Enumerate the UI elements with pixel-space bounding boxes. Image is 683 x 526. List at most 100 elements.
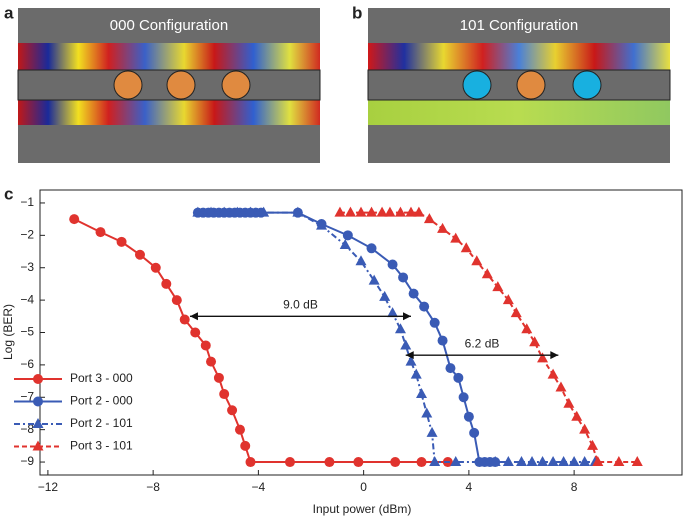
marker <box>587 439 599 450</box>
series-line <box>197 211 496 464</box>
arrow-head <box>550 351 559 360</box>
marker <box>537 352 549 363</box>
marker <box>190 327 201 338</box>
marker <box>529 336 541 347</box>
marker <box>292 206 304 217</box>
marker <box>219 389 230 400</box>
marker <box>405 206 417 217</box>
panel-title: 000 Configuration <box>110 17 228 34</box>
marker <box>387 307 399 318</box>
marker <box>469 427 480 438</box>
marker <box>489 456 501 467</box>
marker <box>537 456 549 467</box>
marker <box>613 456 625 467</box>
legend-label: Port 3 - 000 <box>70 371 133 385</box>
marker <box>150 262 161 273</box>
marker <box>366 206 378 217</box>
marker <box>231 206 243 217</box>
marker <box>579 423 591 434</box>
marker <box>423 213 435 224</box>
cavity <box>166 70 196 100</box>
panel-label: c <box>4 184 13 203</box>
arrow-head <box>189 312 198 321</box>
marker <box>568 456 580 467</box>
marker <box>416 388 428 399</box>
marker <box>205 206 217 217</box>
arrow-head <box>402 312 411 321</box>
marker <box>245 457 256 468</box>
marker <box>213 372 224 383</box>
marker <box>244 206 256 217</box>
marker <box>563 397 575 408</box>
marker <box>421 407 433 418</box>
marker <box>384 206 396 217</box>
marker <box>429 317 440 328</box>
marker <box>284 457 295 468</box>
y-axis-label: Log (BER) <box>1 304 15 360</box>
marker <box>206 356 217 367</box>
marker <box>353 457 364 468</box>
marker <box>547 368 559 379</box>
marker <box>453 372 464 383</box>
marker <box>592 456 604 467</box>
marker <box>450 232 462 243</box>
marker <box>555 381 567 392</box>
legend-marker <box>32 418 44 428</box>
y-tick-label: −8 <box>20 422 34 436</box>
marker <box>419 301 430 312</box>
panel-label: a <box>4 3 14 22</box>
marker <box>437 222 449 233</box>
marker <box>324 457 335 468</box>
marker <box>316 219 328 230</box>
marker <box>334 206 346 217</box>
marker <box>218 206 230 217</box>
series-line <box>197 211 596 464</box>
marker <box>390 457 401 468</box>
x-tick-label: 0 <box>360 480 367 494</box>
field <box>18 100 320 125</box>
marker <box>69 214 80 225</box>
legend-label: Port 2 - 000 <box>70 394 133 408</box>
marker <box>344 206 356 217</box>
marker <box>445 363 456 374</box>
marker <box>192 206 204 217</box>
marker <box>521 323 533 334</box>
marker <box>631 456 643 467</box>
cavity <box>462 70 492 100</box>
cavity <box>113 70 143 100</box>
marker <box>258 206 270 217</box>
y-tick-label: −1 <box>20 195 34 209</box>
marker <box>492 281 504 292</box>
marker <box>458 392 469 403</box>
marker <box>502 456 514 467</box>
marker <box>400 339 412 350</box>
marker <box>471 255 483 266</box>
marker <box>437 335 448 346</box>
x-tick-label: 4 <box>466 480 473 494</box>
y-tick-label: −7 <box>20 389 34 403</box>
marker <box>240 440 251 451</box>
marker <box>368 274 380 285</box>
x-tick-label: −4 <box>252 480 266 494</box>
marker <box>366 243 377 254</box>
marker <box>426 426 438 437</box>
marker <box>413 206 425 217</box>
y-tick-label: −3 <box>20 260 34 274</box>
marker <box>379 290 391 301</box>
annotation-label: 9.0 dB <box>283 297 318 311</box>
marker <box>516 456 527 467</box>
marker <box>171 295 182 306</box>
marker <box>200 340 211 351</box>
marker <box>405 355 417 366</box>
marker <box>558 456 570 467</box>
field <box>368 100 670 125</box>
panel-title: 101 Configuration <box>460 17 578 34</box>
marker <box>450 456 462 467</box>
y-tick-label: −5 <box>20 325 34 339</box>
marker <box>547 456 559 467</box>
x-axis-label: Input power (dBm) <box>313 502 412 516</box>
marker <box>463 411 474 422</box>
marker <box>387 259 398 270</box>
arrow-head <box>405 351 414 360</box>
